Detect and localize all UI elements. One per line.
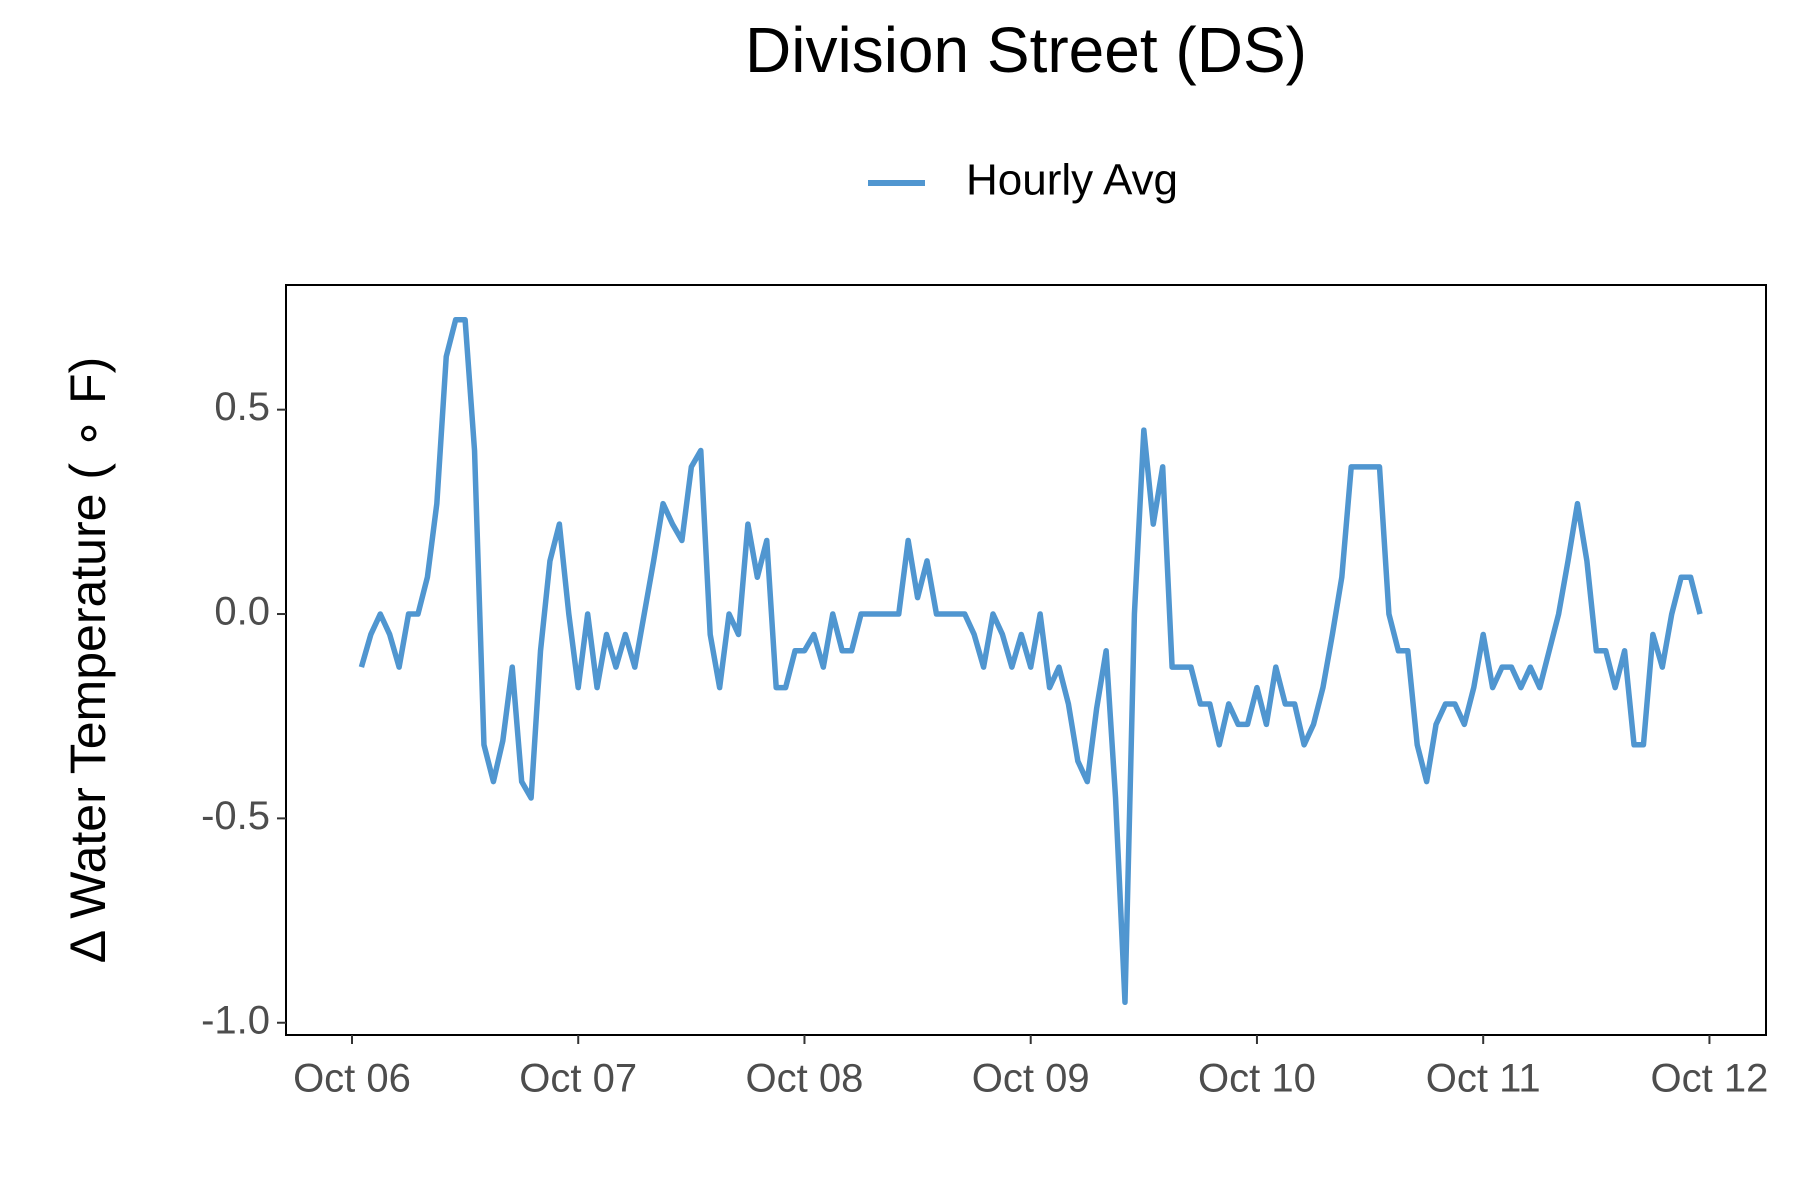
x-tick-label: Oct 07 xyxy=(519,1057,637,1101)
x-tick-label: Oct 12 xyxy=(1651,1057,1769,1101)
y-axis-label: Δ Water Temperature ( ∘ F) xyxy=(60,357,116,964)
plot-frame xyxy=(285,284,1767,1036)
x-tick-label: Oct 11 xyxy=(1426,1057,1541,1101)
chart-title: Division Street (DS) xyxy=(745,14,1307,86)
data-line xyxy=(358,316,1703,1006)
legend-label: Hourly Avg xyxy=(966,156,1178,205)
y-tick-label: -1.0 xyxy=(201,998,270,1042)
x-tick-label: Oct 10 xyxy=(1198,1057,1316,1101)
y-tick-label: -0.5 xyxy=(201,794,270,838)
x-tick-label: Oct 06 xyxy=(293,1057,411,1101)
y-tick-label: 0.5 xyxy=(214,385,270,429)
x-tick-label: Oct 09 xyxy=(972,1057,1090,1101)
y-tick-label: 0.0 xyxy=(214,590,270,634)
x-tick-label: Oct 08 xyxy=(746,1057,864,1101)
